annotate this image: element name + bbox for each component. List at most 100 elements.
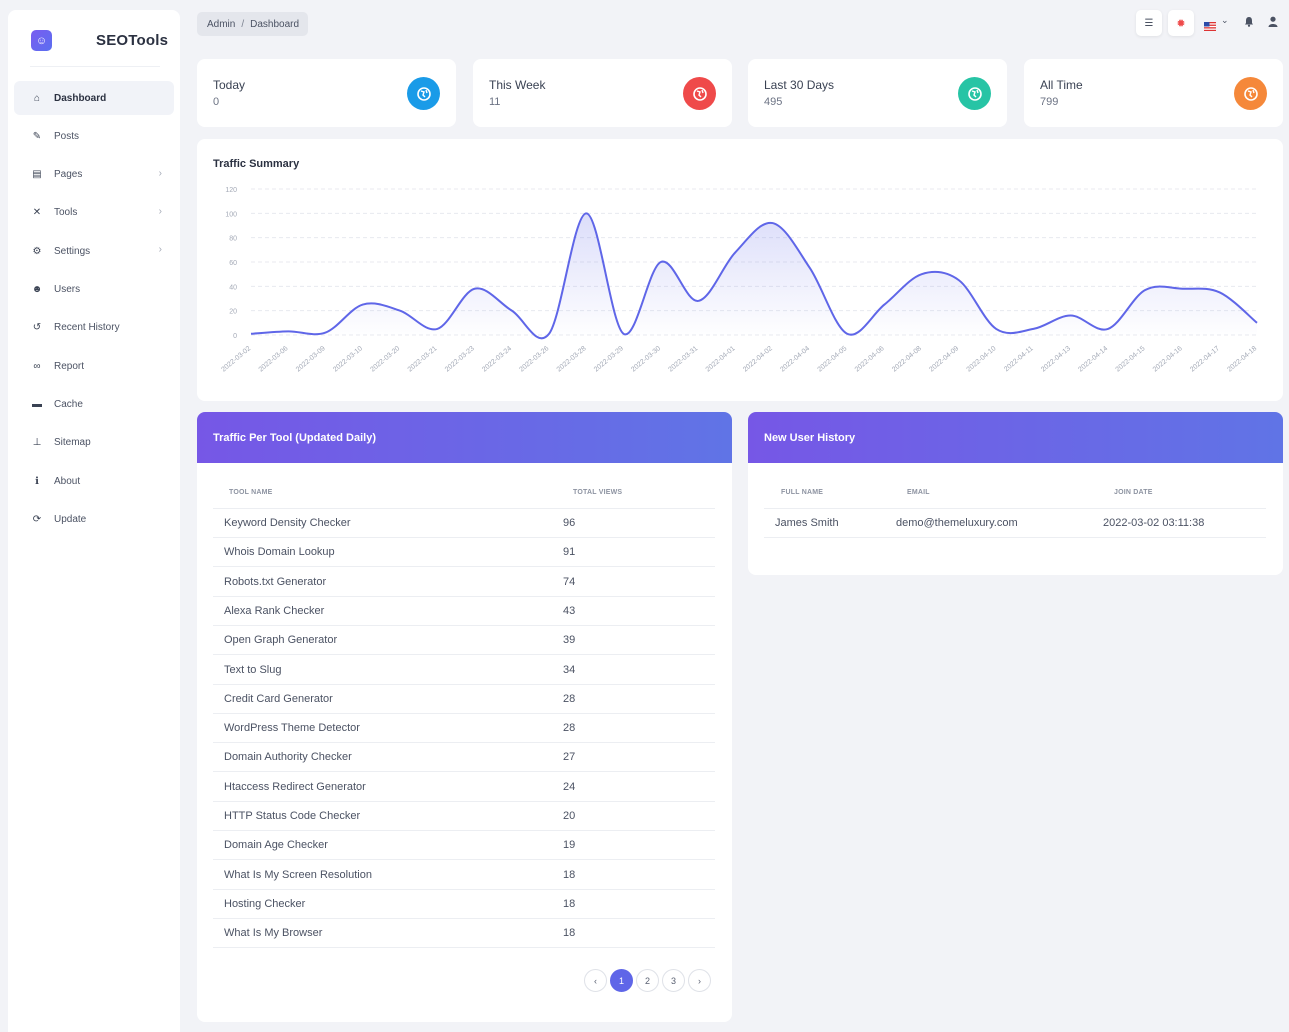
sidebar-item-recent-history[interactable]: ↺ Recent History <box>14 311 174 345</box>
total-views-cell: 43 <box>563 604 576 617</box>
data-point[interactable] <box>696 298 701 303</box>
sidebar-item-label: Tools <box>54 207 78 219</box>
pagination-prev-button[interactable]: ‹ <box>584 969 607 992</box>
data-point[interactable] <box>547 331 552 336</box>
tool-name-cell: Whois Domain Lookup <box>224 546 335 559</box>
tool-name-cell: Domain Age Checker <box>224 839 328 852</box>
data-point[interactable] <box>882 302 887 307</box>
column-header-email: EMAIL <box>907 489 930 496</box>
data-point[interactable] <box>249 331 254 336</box>
sidebar-item-report[interactable]: ∞ Report <box>14 349 174 383</box>
archive-icon: ▬ <box>32 398 42 410</box>
sidebar-item-settings[interactable]: ⚙ Settings › <box>14 234 174 268</box>
data-point[interactable] <box>658 260 663 265</box>
pagination-next-button[interactable]: › <box>688 969 711 992</box>
x-tick-label: 2022-04-02 <box>742 345 774 373</box>
x-tick-label: 2022-04-04 <box>779 345 811 373</box>
stat-card-today: Today 0 <box>197 59 456 127</box>
total-views-cell: 74 <box>563 575 576 588</box>
globe-icon <box>683 77 716 110</box>
sidebar-item-update[interactable]: ⟳ Update <box>14 502 174 536</box>
sidebar-item-users[interactable]: ☻ Users <box>14 273 174 307</box>
x-tick-label: 2022-04-14 <box>1077 345 1109 373</box>
x-tick-label: 2022-04-10 <box>966 345 998 373</box>
data-point[interactable] <box>398 308 403 313</box>
table-row: James Smith demo@themeluxury.com 2022-03-0… <box>764 509 1266 538</box>
x-tick-label: 2022-03-20 <box>369 345 401 373</box>
sidebar-item-sitemap[interactable]: ⊥ Sitemap <box>14 426 174 460</box>
y-tick-label: 20 <box>229 309 237 316</box>
sidebar-item-pages[interactable]: ▤ Pages › <box>14 158 174 192</box>
gear-red-icon: ✹ <box>1176 17 1186 30</box>
total-views-cell: 28 <box>563 722 576 735</box>
data-point[interactable] <box>621 331 626 336</box>
tool-name-cell: What Is My Browser <box>224 927 323 940</box>
table-row: Open Graph Generator 39 <box>213 626 715 656</box>
stat-value: 495 <box>764 96 783 108</box>
stat-value: 11 <box>489 96 501 108</box>
user-icon[interactable] <box>1268 16 1278 30</box>
data-point[interactable] <box>994 326 999 331</box>
sidebar-item-cache[interactable]: ▬ Cache <box>14 387 174 421</box>
traffic-summary-card: Traffic Summary 0 20 40 60 80 100 120 2022-03-0… <box>197 139 1283 401</box>
sync-icon: ⟳ <box>32 513 42 525</box>
pagination-page-1[interactable]: 1 <box>610 969 633 992</box>
stat-card-last-30-days: Last 30 Days 495 <box>748 59 1007 127</box>
total-views-cell: 24 <box>563 780 576 793</box>
table-row: What Is My Screen Resolution 18 <box>213 861 715 890</box>
data-point[interactable] <box>1068 313 1073 318</box>
brand[interactable]: ☺ SEOTools <box>8 10 180 68</box>
x-tick-label: 2022-04-06 <box>854 345 886 373</box>
data-point[interactable] <box>584 211 589 216</box>
tool-name-cell: Htaccess Redirect Generator <box>224 780 366 793</box>
data-point[interactable] <box>1255 320 1260 325</box>
data-point[interactable] <box>323 330 328 335</box>
stat-card-this-week: This Week 11 <box>473 59 732 127</box>
data-point[interactable] <box>919 272 924 277</box>
data-point[interactable] <box>472 286 477 291</box>
x-tick-label: 2022-03-23 <box>444 345 476 373</box>
sidebar-item-tools[interactable]: ✕ Tools › <box>14 196 174 230</box>
data-point[interactable] <box>1180 286 1185 291</box>
sidebar-item-posts[interactable]: ✎ Posts <box>14 119 174 153</box>
table-row: Whois Domain Lookup 91 <box>213 538 715 568</box>
history-icon: ↺ <box>32 322 42 334</box>
chevron-right-icon: › <box>158 244 162 256</box>
breadcrumb-root[interactable]: Admin <box>207 18 236 30</box>
pagination-page-3[interactable]: 3 <box>662 969 685 992</box>
pagination-page-2[interactable]: 2 <box>636 969 659 992</box>
sidebar-item-about[interactable]: ℹ About <box>14 464 174 498</box>
globe-icon <box>1234 77 1267 110</box>
total-views-cell: 96 <box>563 517 576 529</box>
column-header-tool-name: TOOL NAME <box>229 489 273 496</box>
chevron-down-icon[interactable]: ⌄ <box>1221 15 1229 25</box>
data-point[interactable] <box>286 329 291 334</box>
pencil-icon: ✎ <box>32 130 42 142</box>
data-point[interactable] <box>1031 326 1036 331</box>
series-line <box>250 212 1258 340</box>
stat-label: All Time <box>1040 78 1083 92</box>
data-point[interactable] <box>733 250 738 255</box>
data-point[interactable] <box>770 221 775 226</box>
bell-icon[interactable] <box>1244 16 1254 30</box>
theme-button[interactable]: ✹ <box>1168 10 1194 36</box>
globe-icon <box>407 77 440 110</box>
data-point[interactable] <box>845 331 850 336</box>
data-point[interactable] <box>956 278 961 283</box>
sidebar-item-dashboard[interactable]: ⌂ Dashboard <box>14 81 174 115</box>
data-point[interactable] <box>807 266 812 271</box>
sidebar-item-label: Users <box>54 284 81 295</box>
data-point[interactable] <box>509 308 514 313</box>
data-point[interactable] <box>360 302 365 307</box>
menu-toggle-button[interactable]: ☰ <box>1136 10 1162 36</box>
tool-name-cell: Open Graph Generator <box>224 634 338 647</box>
data-point[interactable] <box>1217 290 1222 295</box>
email-cell: demo@themeluxury.com <box>896 517 1018 529</box>
data-point[interactable] <box>1105 326 1110 331</box>
data-point[interactable] <box>435 326 440 331</box>
table-row: Text to Slug 34 <box>213 656 715 685</box>
user-table-title: New User History <box>748 412 1283 463</box>
language-selector[interactable] <box>1204 18 1216 31</box>
total-views-cell: 18 <box>563 897 576 910</box>
data-point[interactable] <box>1143 287 1148 292</box>
